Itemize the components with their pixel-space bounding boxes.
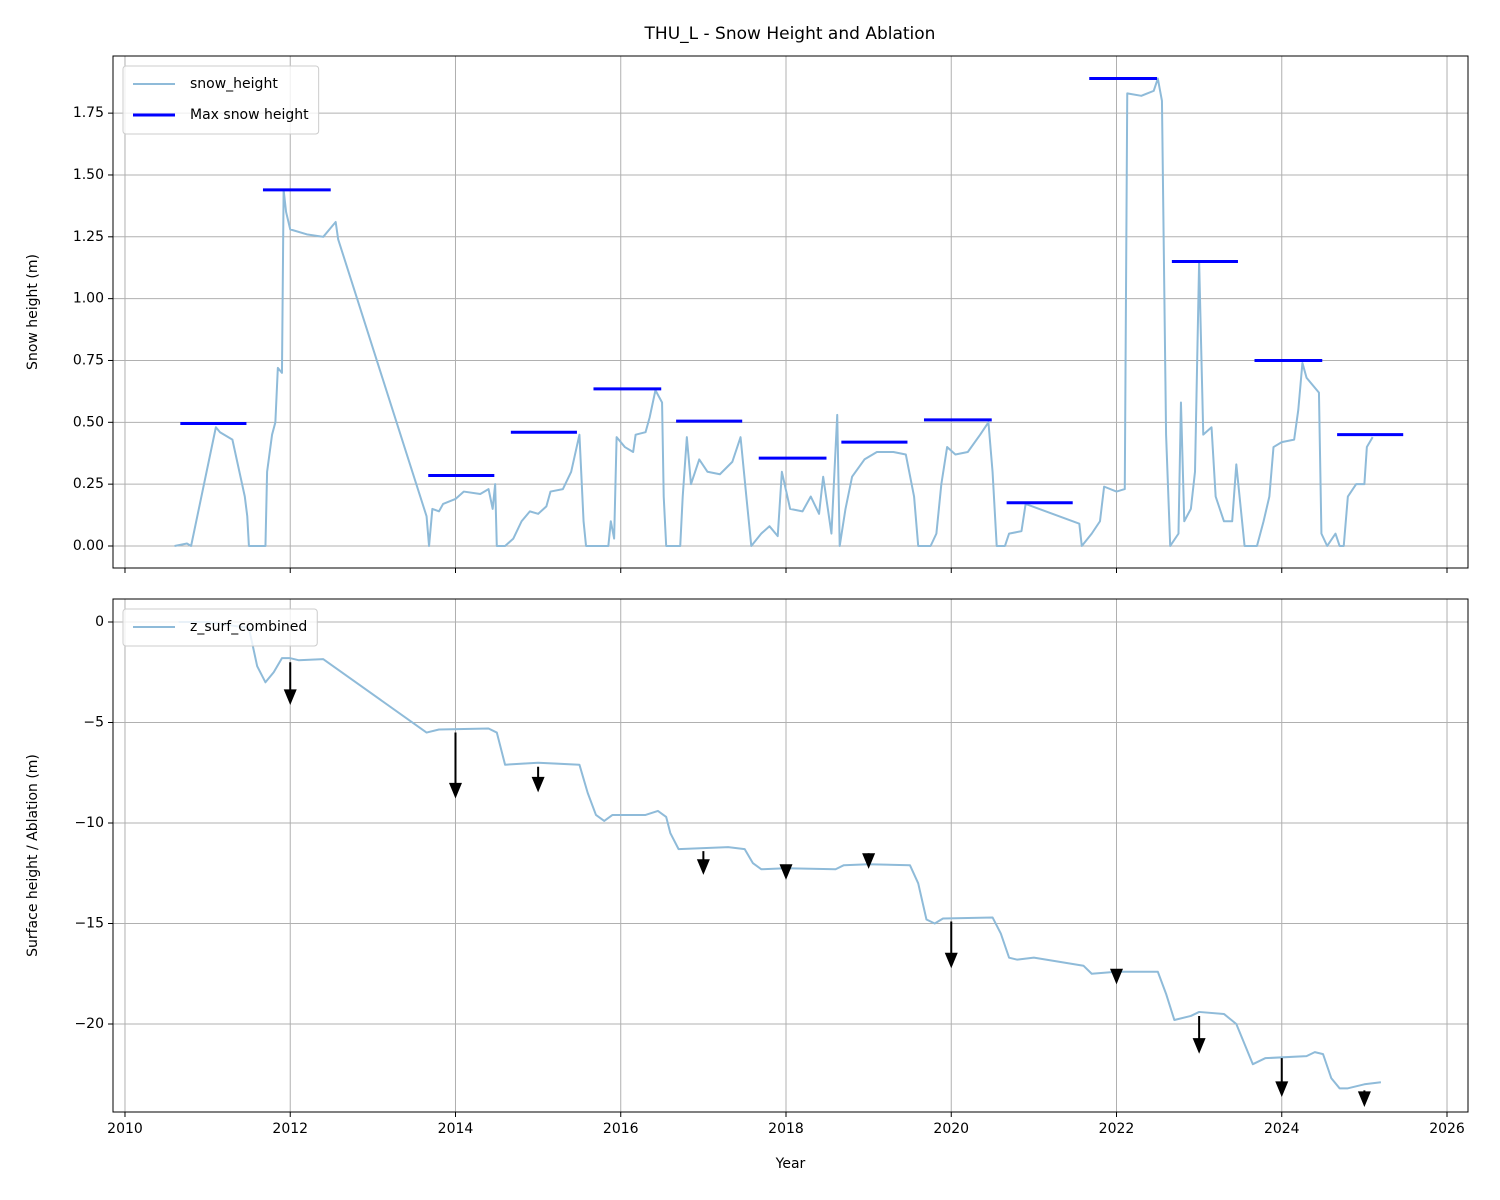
x-axis-label: Year (775, 1156, 806, 1172)
legend-label: Max snow height (190, 107, 309, 123)
y-tick-label: −20 (74, 1016, 104, 1032)
plot-area (178, 620, 1382, 1090)
x-tick-label: 2014 (438, 1121, 474, 1137)
y-tick-label: 1.50 (73, 167, 104, 183)
y-tick-label: 0.00 (73, 538, 104, 554)
ablation-arrow (944, 921, 958, 969)
y-tick-label: −15 (74, 915, 104, 931)
ablation-arrow (1357, 1090, 1371, 1107)
x-tick-label: 2022 (1099, 1121, 1135, 1137)
y-tick-label: 0.25 (73, 476, 104, 492)
y-tick-label: −10 (74, 815, 104, 831)
ablation-arrow (531, 766, 545, 793)
y-tick-label: 0.50 (73, 414, 104, 430)
legend-box (122, 608, 318, 647)
ablation-arrow (862, 853, 876, 869)
x-tick-label: 2010 (107, 1121, 143, 1137)
y-tick-label: 1.00 (73, 291, 104, 307)
ablation-arrow (696, 851, 710, 875)
x-tick-label: 2012 (272, 1121, 308, 1137)
data-line (174, 77, 1374, 547)
y-tick-label: −5 (83, 714, 104, 730)
legend-label: z_surf_combined (190, 619, 307, 635)
legend: snow_height Max snow height (122, 65, 320, 135)
axes-frame (112, 598, 1469, 1113)
chart-title: THU_L - Snow Height and Ablation (644, 24, 936, 44)
plot-area (174, 77, 1404, 547)
x-tick-label: 2024 (1264, 1121, 1300, 1137)
x-tick-label: 2026 (1429, 1121, 1465, 1137)
ablation-arrow (283, 662, 297, 705)
y-tick-label: 0 (95, 614, 104, 630)
ablation-arrow (448, 732, 462, 799)
y-tick-label: 1.25 (73, 229, 104, 245)
x-tick-label: 2020 (933, 1121, 969, 1137)
x-tick-label: 2016 (603, 1121, 639, 1137)
data-line (178, 620, 1382, 1090)
ablation-arrow (1275, 1058, 1289, 1097)
ablation-arrow (1110, 968, 1123, 985)
legend: z_surf_combined (122, 608, 318, 647)
y-tick-label: 1.75 (73, 105, 104, 121)
y-axis-label: Surface height / Ablation (m) (25, 754, 41, 957)
axes-frame (112, 55, 1469, 569)
y-tick-label: 0.75 (73, 352, 104, 368)
ablation-arrow (779, 864, 793, 880)
ablation-arrow (1192, 1015, 1206, 1054)
y-axis-label: Snow height (m) (25, 254, 41, 370)
legend-label: snow_height (190, 76, 278, 92)
x-tick-label: 2018 (768, 1121, 804, 1137)
